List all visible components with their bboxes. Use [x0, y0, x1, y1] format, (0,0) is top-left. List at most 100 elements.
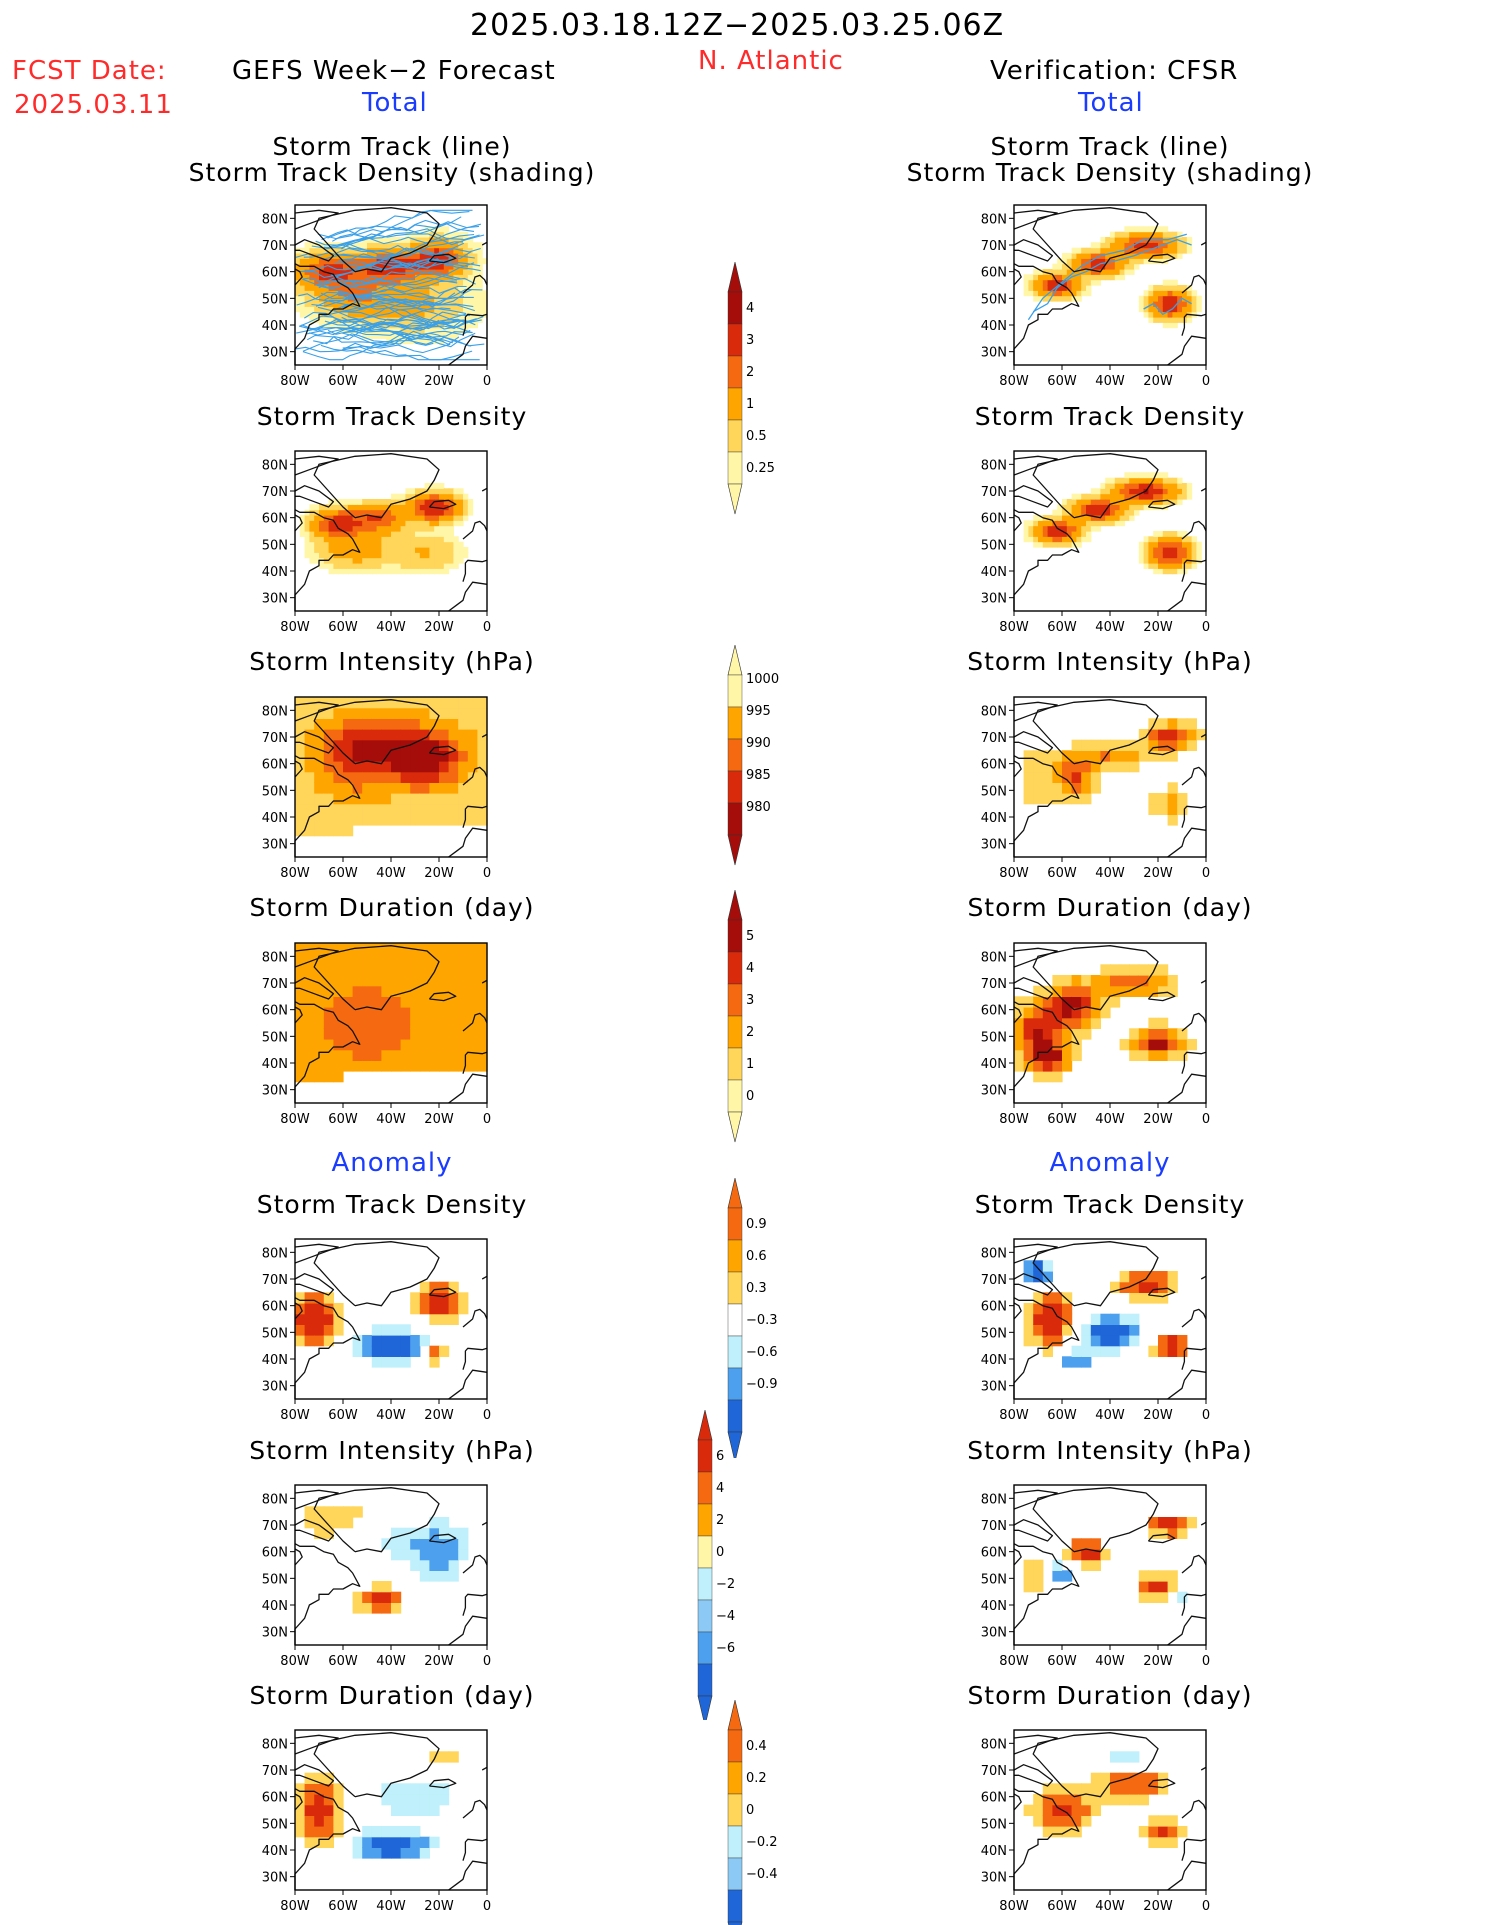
shade-cell [381, 269, 387, 275]
shade-cell [309, 285, 315, 291]
storm-track-line [299, 318, 455, 331]
shade-cell [1162, 285, 1169, 291]
shade-cell [477, 285, 483, 291]
storm-track-line [327, 209, 473, 239]
shade-cell [371, 563, 378, 569]
shade-cell [1090, 1772, 1101, 1784]
coastline [462, 1347, 488, 1370]
shade-cell [429, 515, 435, 521]
shade-cell [439, 317, 445, 323]
shade-cell [443, 290, 450, 297]
coastline [1200, 1766, 1207, 1771]
shade-cell [1086, 263, 1092, 270]
shade-cell [1105, 493, 1111, 500]
shade-cell [434, 525, 440, 532]
shade-cell [352, 311, 358, 318]
shade-cell [448, 311, 454, 318]
shade-cell [458, 739, 469, 751]
shade-cell [448, 1538, 459, 1550]
shade-cell [323, 814, 334, 826]
shade-cell [1134, 258, 1140, 265]
shade-cell [1119, 258, 1125, 265]
shade-cell [338, 285, 344, 291]
shade-cell [1042, 1815, 1053, 1827]
shade-cell [357, 547, 363, 553]
shade-cell [1076, 525, 1082, 532]
shade-cell [1182, 547, 1188, 553]
shade-cell [1114, 269, 1121, 275]
shade-cell [1071, 504, 1077, 511]
coastline [1181, 1347, 1207, 1370]
shade-cell [1062, 541, 1068, 548]
coastline [1032, 1732, 1159, 1798]
shade-cell [1057, 258, 1063, 265]
shade-cell [1177, 247, 1183, 254]
shade-cell [1052, 290, 1058, 297]
shade-cell [1047, 279, 1053, 286]
shade-cell [448, 985, 459, 997]
shade-cell [381, 285, 387, 291]
shade-cell [1158, 483, 1164, 489]
coastline [448, 581, 488, 612]
shade-cell [453, 488, 459, 495]
shade-cell [323, 750, 334, 762]
shade-cell [458, 718, 469, 730]
shade-cell [1100, 269, 1106, 275]
shade-cell [429, 547, 435, 553]
shade-cell [295, 707, 306, 719]
shade-cell [381, 317, 387, 323]
shade-cell [362, 1591, 373, 1603]
shade-cell [328, 531, 334, 537]
shade-cell [1134, 247, 1140, 254]
shade-cell [395, 295, 402, 302]
shade-cell [1062, 515, 1068, 521]
shade-cell [448, 536, 454, 543]
storm-track-line [311, 296, 474, 307]
shade-cell [314, 541, 320, 548]
shade-cell [1167, 279, 1173, 286]
x-tick-label: 40W [376, 1654, 406, 1669]
shade-cell [328, 311, 334, 318]
shade-cell [458, 1538, 469, 1550]
shade-cell [424, 317, 430, 323]
shade-cell [391, 1017, 402, 1029]
shade-cell [323, 771, 334, 783]
colorbar-label: 6 [716, 1449, 724, 1464]
shade-cell [1158, 964, 1169, 976]
coastline [1167, 581, 1207, 612]
shade-cell [1148, 472, 1154, 479]
shade-cell [1057, 504, 1063, 511]
shade-cell [314, 1527, 325, 1539]
shade-cell [400, 295, 406, 302]
cf-title-anom-duration: Storm Duration (day) [967, 1681, 1253, 1710]
shade-cell [304, 306, 310, 313]
shade-cell [304, 274, 310, 281]
shade-cell [1033, 1292, 1044, 1304]
shade-cell [1086, 525, 1092, 532]
y-tick-label: 70N [981, 1519, 1007, 1534]
shade-cell [1124, 226, 1130, 233]
shade-cell [1071, 1356, 1082, 1368]
shade-cell [463, 279, 469, 286]
shade-cell [477, 803, 488, 815]
shade-cell [362, 253, 368, 259]
shade-cell [1090, 1017, 1101, 1029]
shade-cell [1062, 290, 1068, 297]
shade-cell [448, 274, 454, 281]
shade-cell [1076, 499, 1082, 505]
shade-cell [1177, 1039, 1188, 1051]
shade-cell [439, 563, 445, 569]
shade-cell [1052, 1017, 1063, 1029]
shade-cell [333, 557, 339, 564]
shade-cell [415, 541, 421, 548]
shade-cell [1023, 1028, 1034, 1040]
shade-cell [1158, 803, 1169, 815]
x-tick-label: 80W [999, 1408, 1029, 1423]
shade-cell [1042, 1060, 1053, 1072]
shade-cell [352, 263, 358, 270]
shade-cell [419, 1281, 430, 1293]
shade-cell [338, 263, 344, 270]
coastline [428, 1287, 457, 1298]
shade-cell [424, 274, 430, 281]
shade-cell [367, 274, 373, 281]
